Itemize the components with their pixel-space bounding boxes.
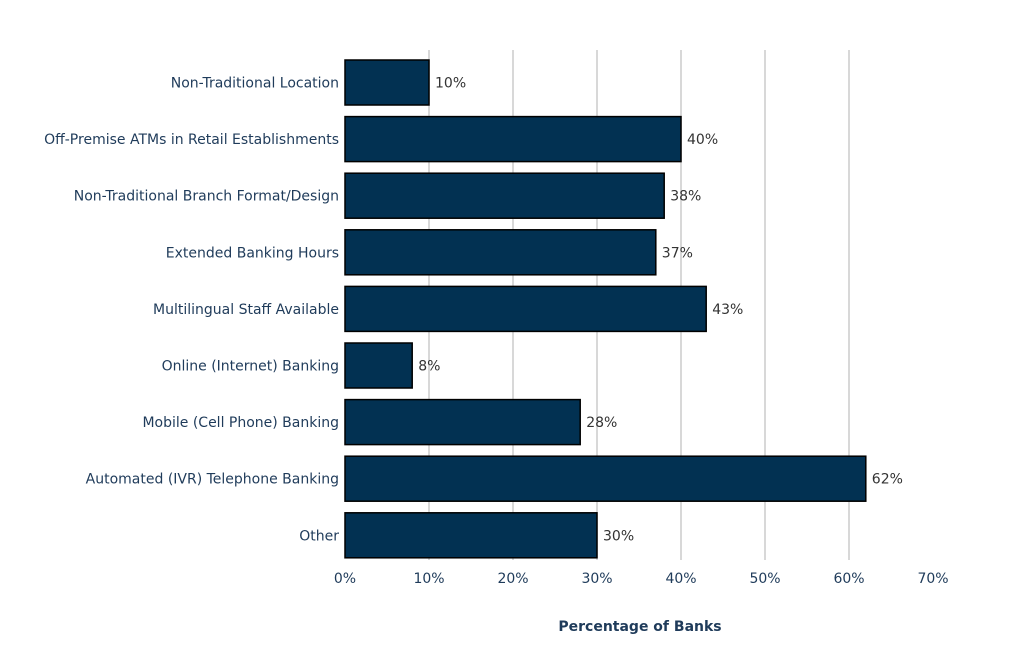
value-label: 37% <box>662 245 693 261</box>
x-tick-label: 60% <box>833 571 864 587</box>
value-labels: 10% 40% 38% 37% 43% 8% 28% 62% 30% <box>418 76 903 545</box>
category-label: Non-Traditional Location <box>171 76 339 92</box>
x-tick-label: 10% <box>413 571 444 587</box>
bar <box>344 512 598 559</box>
value-label: 30% <box>603 528 634 544</box>
x-tick-label: 40% <box>665 571 696 587</box>
bar <box>344 342 413 389</box>
category-label: Off-Premise ATMs in Retail Establishment… <box>44 132 339 148</box>
x-axis-title: Percentage of Banks <box>558 619 721 635</box>
category-label: Multilingual Staff Available <box>153 302 339 318</box>
bar <box>344 398 581 446</box>
bar <box>344 172 665 219</box>
category-label: Non-Traditional Branch Format/Design <box>74 189 339 205</box>
x-tick-label: 0% <box>334 571 356 587</box>
value-label: 10% <box>435 76 466 92</box>
category-labels: Non-Traditional Location Off-Premise ATMs… <box>44 76 339 545</box>
bar <box>344 115 682 163</box>
category-label: Automated (IVR) Telephone Banking <box>86 472 339 488</box>
x-tick-label: 70% <box>917 571 948 587</box>
category-label: Extended Banking Hours <box>166 245 339 261</box>
bar <box>344 229 657 276</box>
x-tick-label: 20% <box>497 571 528 587</box>
value-label: 40% <box>687 132 718 148</box>
value-label: 38% <box>670 189 701 205</box>
x-tick-label: 30% <box>581 571 612 587</box>
value-label: 62% <box>872 472 903 488</box>
x-tick-label: 50% <box>749 571 780 587</box>
category-label: Mobile (Cell Phone) Banking <box>142 415 339 431</box>
bar <box>344 455 867 502</box>
bar <box>344 285 707 333</box>
bars <box>344 59 867 559</box>
x-tick-labels: 0% 10% 20% 30% 40% 50% 60% 70% <box>334 571 949 587</box>
value-label: 43% <box>712 302 743 318</box>
value-label: 28% <box>586 415 617 431</box>
category-label: Online (Internet) Banking <box>162 359 339 375</box>
bar <box>344 59 430 106</box>
value-label: 8% <box>418 359 440 375</box>
category-label: Other <box>299 528 339 544</box>
